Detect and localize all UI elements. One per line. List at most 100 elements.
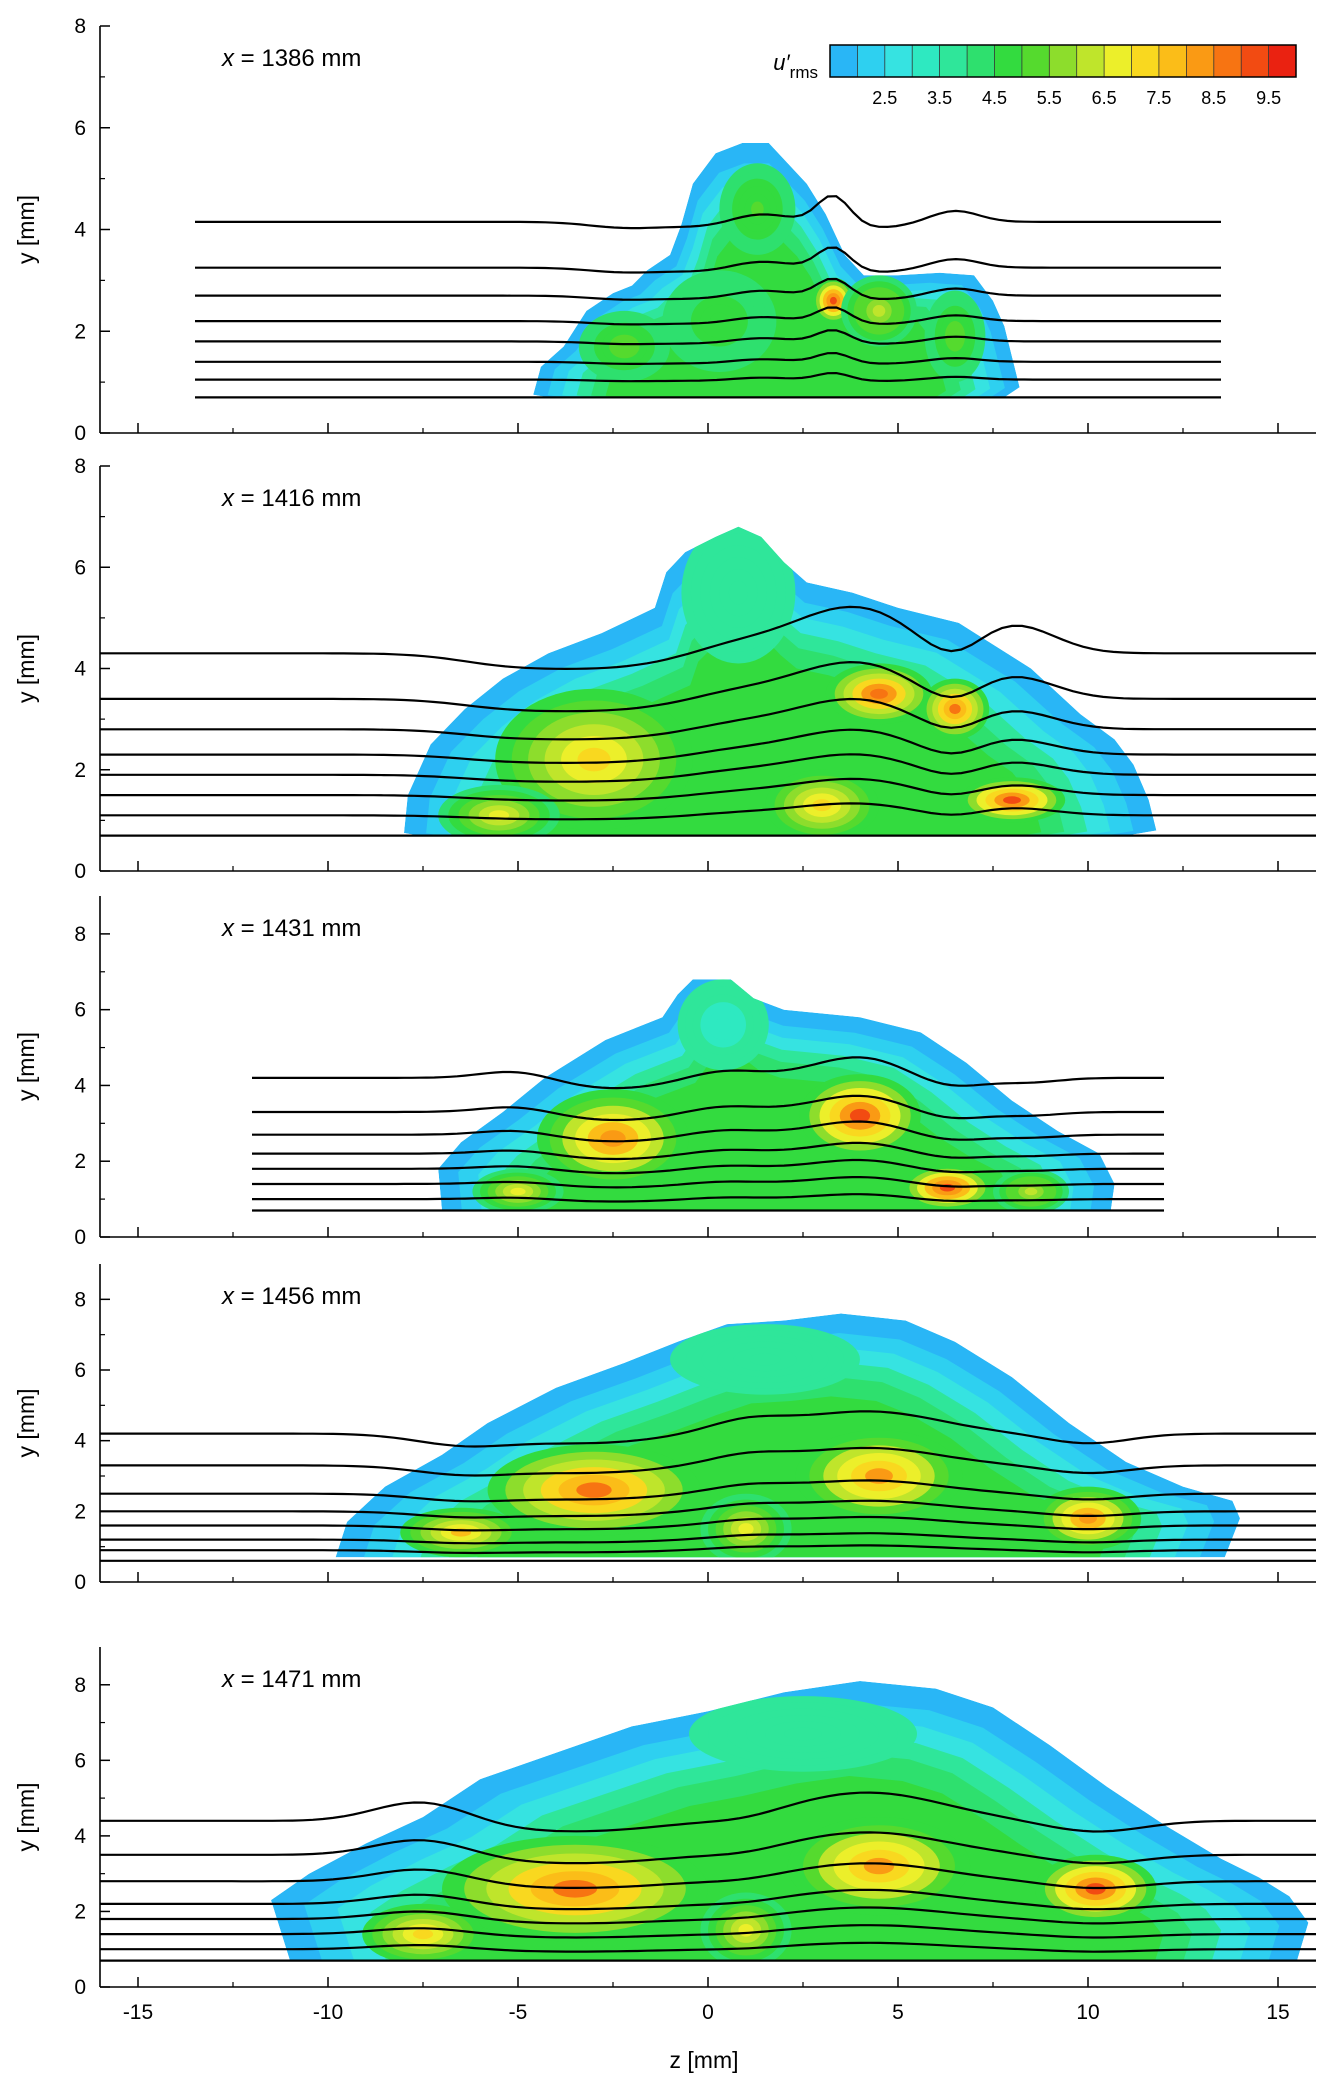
y-axis-title: y [mm] [13, 1389, 39, 1458]
streak-line [100, 1941, 1316, 1953]
contour-blob [751, 201, 764, 217]
x-tick-label: 10 [1076, 2001, 1099, 2024]
colorbar-tick-label: 5.5 [1037, 88, 1062, 108]
colorbar-swatch [1131, 45, 1160, 77]
colorbar-swatch [1213, 45, 1242, 77]
contour-field [404, 526, 1157, 836]
x-tick-label: -5 [509, 2001, 528, 2024]
streak-line [195, 277, 1221, 301]
streak-line [100, 1532, 1316, 1545]
x-tick-label: 5 [892, 2001, 904, 2024]
y-tick-label: 8 [74, 1288, 86, 1311]
contour-blob [749, 1353, 781, 1366]
y-tick-label: 8 [74, 455, 86, 478]
streak-line [100, 1410, 1316, 1448]
streak-line [252, 1120, 1164, 1143]
colorbar-swatch [939, 45, 968, 77]
streak-line [100, 1862, 1316, 1890]
streak-line [100, 1499, 1316, 1519]
panel-label: x = 1431 mm [221, 915, 361, 942]
colorbar-swatch [1076, 45, 1105, 77]
streak-line [195, 329, 1221, 346]
colorbar-tick-label: 2.5 [872, 88, 897, 108]
y-tick-label: 0 [74, 422, 86, 445]
streak-line [100, 777, 1316, 802]
y-tick-label: 0 [74, 1226, 86, 1249]
y-tick-label: 4 [74, 658, 86, 681]
streak-line [252, 1193, 1164, 1203]
streak-line [100, 697, 1316, 741]
panel-1: 0 2 4 6 8 y [mm] x = 1386 mm [13, 15, 1316, 445]
streak-line [100, 605, 1316, 671]
panel-4: 0 2 4 6 8 y [mm] x = 1456 mm [13, 1264, 1316, 1594]
y-tick-label: 0 [74, 860, 86, 883]
colorbar-swatch [1104, 45, 1132, 77]
streak-line [100, 1924, 1316, 1939]
panel-2: 0 2 4 6 8 y [mm] x = 1416 mm [13, 455, 1316, 883]
contour-field [271, 1681, 1309, 1961]
streak-line [195, 371, 1221, 383]
streak-line [195, 306, 1221, 326]
contour-blob [784, 1727, 822, 1741]
streak-line [252, 1158, 1164, 1175]
colorbar-swatch [967, 45, 995, 77]
y-tick-label: 6 [74, 556, 86, 579]
contour-blob [949, 703, 961, 715]
contour-field [438, 979, 1115, 1211]
streak-line [252, 1141, 1164, 1161]
colorbar-tick-label: 3.5 [927, 88, 952, 108]
y-tick-label: 8 [74, 923, 86, 946]
contour-blob [510, 1187, 526, 1196]
contour-blob [1079, 1513, 1097, 1524]
colorbar-swatch [1021, 45, 1050, 77]
panel-3: 0 2 4 6 8 y [mm] x = 1431 mm [13, 896, 1316, 1249]
streak-line [100, 1888, 1316, 1911]
panels-group: 0 2 4 6 8 y [mm] x = 1386 mm 0 2 4 6 8 y [mm] x = 141… [13, 15, 1316, 2024]
contour-blob [829, 296, 837, 305]
colorbar-tick-label: 7.5 [1146, 88, 1171, 108]
x-tick-label: -10 [313, 2001, 343, 2024]
y-tick-label: 8 [74, 15, 86, 38]
y-tick-label: 0 [74, 1571, 86, 1594]
y-tick-label: 6 [74, 1749, 86, 1772]
colorbar-swatch [830, 45, 858, 77]
x-tick-label: -15 [123, 2001, 153, 2024]
contour-blob [715, 1017, 731, 1033]
colorbar-tick-label: 4.5 [982, 88, 1007, 108]
streak-line [100, 1544, 1316, 1555]
y-tick-label: 2 [74, 320, 86, 343]
colorbar-swatch [857, 45, 886, 77]
x-axis-title: z [mm] [670, 2047, 739, 2073]
contour-blob [738, 1523, 754, 1535]
contour-field [335, 1313, 1241, 1558]
streak-line [100, 1515, 1316, 1532]
streak-line [195, 195, 1221, 230]
y-tick-label: 4 [74, 1825, 86, 1848]
contour-blob [600, 1130, 626, 1147]
streak-line [252, 1176, 1164, 1189]
streak-line [100, 1791, 1316, 1833]
colorbar-frame [829, 44, 1297, 78]
contour-blob [1003, 796, 1021, 804]
streak-line [252, 1056, 1164, 1090]
streak-line [195, 246, 1221, 274]
contour-blob [728, 580, 748, 605]
panel-label: x = 1471 mm [221, 1666, 361, 1693]
colorbar-title: u′rms [773, 50, 818, 82]
colorbar-swatch [1049, 45, 1078, 77]
colorbar-swatch [884, 45, 913, 77]
y-axis-title: y [mm] [13, 1032, 39, 1101]
contour-blob [863, 1857, 895, 1875]
streak-line [100, 1906, 1316, 1925]
streak-line [100, 1446, 1316, 1477]
streak-line [100, 753, 1316, 783]
y-axis-title: y [mm] [13, 195, 39, 264]
colorbar-tick-label: 6.5 [1092, 88, 1117, 108]
streak-line [100, 728, 1316, 765]
contour-blob [872, 305, 886, 317]
contour-blob [577, 747, 611, 772]
colorbar: 2.5 3.5 4.5 5.5 6.5 7.5 8.5 9.5 u′rms [773, 44, 1297, 108]
contour-blob [738, 1924, 754, 1937]
colorbar-swatch [912, 45, 941, 77]
